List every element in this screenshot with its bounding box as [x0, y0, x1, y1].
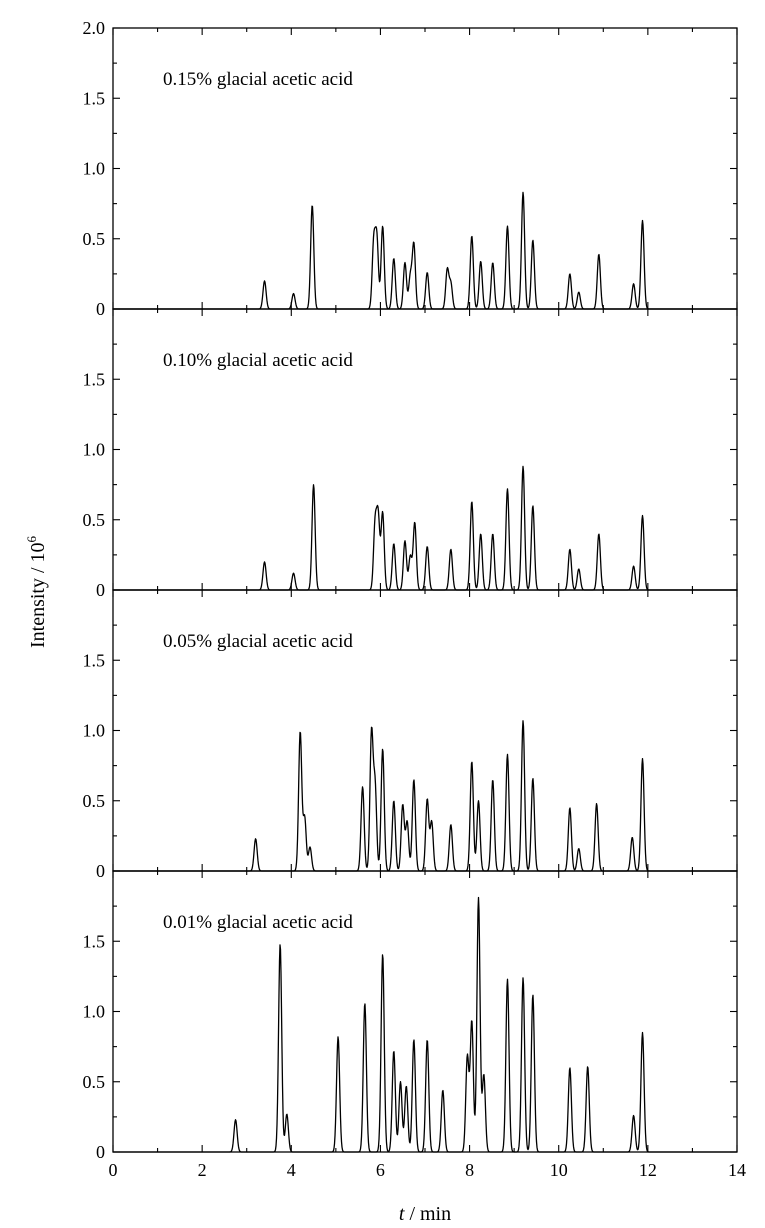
chromatogram-trace: [112, 720, 738, 872]
y-tick-label: 0: [96, 861, 105, 881]
y-tick-label: 2.0: [83, 18, 106, 38]
panel-label: 0.05% glacial acetic acid: [163, 631, 353, 652]
y-tick-label: 0: [96, 580, 105, 600]
panel-3: 0 0.5 1.0 1.5 0.05% glacial acetic acid: [83, 589, 738, 881]
peak-points: [264, 192, 643, 294]
y-tick-label: 0: [96, 1142, 105, 1162]
x-tick-label: 8: [465, 1160, 474, 1180]
x-ticks: [112, 28, 738, 309]
y-tick-label: 1.5: [83, 650, 106, 670]
x-tick-label: 2: [198, 1160, 207, 1180]
chromatogram-trace: [112, 896, 738, 1153]
y-tick-label: 0.5: [83, 510, 106, 530]
peak-apex: [312, 204, 313, 205]
y-tick-label: 1.5: [83, 931, 106, 951]
x-axis: 0 2 4 6 8 10 12 14: [109, 1160, 747, 1180]
peak-points: [255, 720, 643, 849]
peak-apex: [492, 779, 493, 780]
x-tick-label: 12: [639, 1160, 657, 1180]
y-tick-label: 0: [96, 299, 105, 319]
y-tick-label: 1.0: [83, 1002, 106, 1022]
y-axis-title: Intensity / 106: [24, 535, 49, 648]
y-tick-label: 0.5: [83, 229, 106, 249]
x-tick-label: 4: [287, 1160, 296, 1180]
y-tick-label: 1.0: [83, 440, 106, 460]
x-tick-label: 6: [376, 1160, 385, 1180]
y-tick-label: 0.5: [83, 791, 106, 811]
x-tick-label: 10: [550, 1160, 568, 1180]
chromatogram-trace: [112, 191, 738, 310]
panel-label: 0.10% glacial acetic acid: [163, 350, 353, 371]
y-tick-label: 0.5: [83, 1072, 106, 1092]
panel-4: 0 0.5 1.0 1.5 0.01% glacial acetic acid: [83, 870, 738, 1162]
panel-label: 0.01% glacial acetic acid: [163, 912, 353, 933]
y-tick-label: 1.5: [83, 88, 106, 108]
y-tick-label: 1.0: [83, 159, 106, 179]
chromatogram-trace: [112, 465, 738, 591]
x-tick-label: 14: [728, 1160, 746, 1180]
y-ticks: [113, 27, 737, 310]
x-axis-title: t / min: [399, 1203, 451, 1225]
x-tick-label: 0: [109, 1160, 118, 1180]
peak-apex: [427, 1039, 428, 1040]
panels-layer: 00.51.01.52.00.15% glacial acetic acid00…: [83, 18, 738, 1162]
y-tick-label: 1.5: [83, 369, 106, 389]
panel-2: 0 0.5 1.0 1.5 0.10% glacial acetic acid: [83, 308, 738, 600]
panel-1: 0 0.5 1.0 1.5 2.0 0.15% glacial acetic acid: [83, 18, 738, 319]
peak-points: [264, 466, 643, 574]
x-ticks: [112, 309, 738, 590]
y-tick-label: 1.0: [83, 721, 106, 741]
panel-label: 0.15% glacial acetic acid: [163, 69, 353, 90]
